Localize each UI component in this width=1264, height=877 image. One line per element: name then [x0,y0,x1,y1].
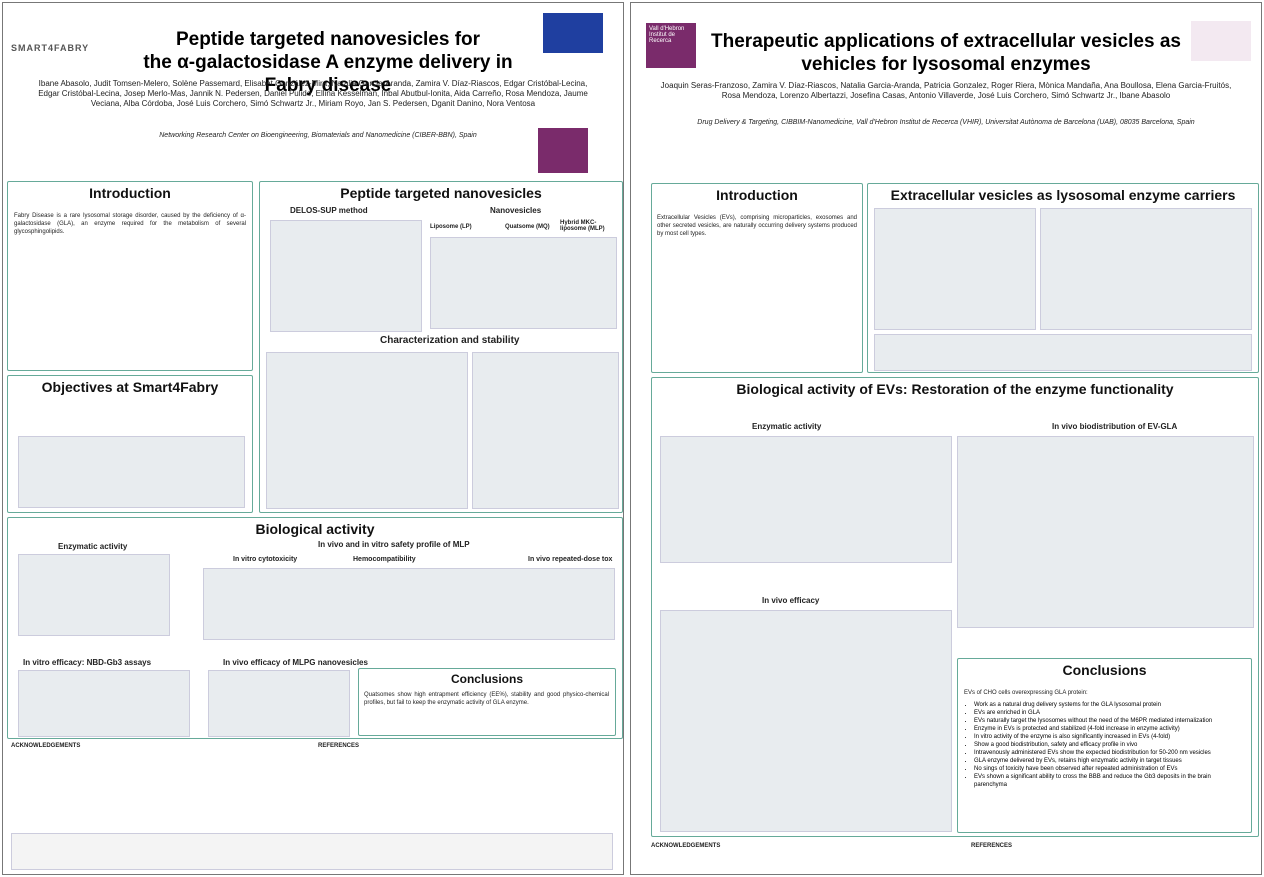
affiliations: Drug Delivery & Targeting, CIBBIM-Nanome… [697,119,1195,126]
subheading: ACKNOWLEDGEMENTS [651,843,721,849]
label: Quatsome (MQ) [505,224,550,230]
figure [874,334,1252,371]
subheading: Enzymatic activity [58,542,128,551]
paragraph: Quatsomes show high entrapment efficienc… [364,692,609,706]
bullet: No sings of toxicity have been observed … [974,765,1244,773]
bullet: EVs naturally target the lysosomes witho… [974,717,1244,725]
subheading: REFERENCES [318,743,360,749]
subheading: In vivo repeated-dose tox [528,556,613,563]
subheading: In vivo and in vitro safety profile of M… [318,540,470,549]
section: Introduction Fabry Disease is a rare lys… [7,181,253,371]
subheading: In vivo biodistribution of EV-GLA [1052,422,1178,431]
subheading: Hemocompatibility [353,556,416,563]
subheading: ACKNOWLEDGEMENTS [11,743,81,749]
heading: Peptide targeted nanovesicles [340,185,542,201]
subheading: In vivo efficacy of MLPG nanovesicles [223,658,368,667]
figure [1040,208,1252,330]
bullet: Enzyme in EVs is protected and stabilize… [974,725,1244,733]
eu-flag [543,13,603,53]
subheading: In vitro efficacy: NBD-Gb3 assays [23,658,152,667]
subheading: In vitro cytotoxicity [233,556,298,563]
figure [472,352,619,509]
vhir-logo [538,128,588,173]
paragraph: Extracellular Vesicles (EVs), comprising… [657,215,857,237]
table-figure [266,352,468,509]
logos [18,436,245,508]
section: Biological activity of EVs: Restoration … [651,377,1259,837]
heading: Objectives at Smart4Fabry [41,379,219,395]
figure [660,610,952,832]
figure [208,670,350,737]
label: Liposome (LP) [430,224,472,230]
heading: Extracellular vesicles as lysosomal enzy… [890,187,1236,203]
authors: Joaquin Seras-Franzoso, Zamira V. Díaz-R… [660,81,1232,100]
figure [18,554,170,636]
conclusions: Conclusions Quatsomes show high entrapme… [358,668,616,736]
bullet: Show a good biodistribution, safety and … [974,741,1244,749]
subheading: REFERENCES [971,843,1013,849]
heading: Conclusions [1062,662,1147,678]
logo-strip [11,833,613,870]
bullet: GLA enzyme delivered by EVs, retains hig… [974,757,1244,765]
subheading: Enzymatic activity [752,422,822,431]
brand: Vall d'Hebron Institut de Recerca [646,23,696,68]
left-poster: SMART4FABRY Peptide targeted nanovesicle… [2,2,624,875]
paragraph: Fabry Disease is a rare lysosomal storag… [14,213,246,235]
bullet: Intravenously administered EVs show the … [974,749,1244,757]
figure [660,436,952,563]
section: Introduction Extracellular Vesicles (EVs… [651,183,863,373]
right-poster: Vall d'Hebron Institut de Recerca Therap… [630,2,1262,875]
paragraph: EVs of CHO cells overexpressing GLA prot… [964,690,1088,696]
bullet: EVs are enriched in GLA [974,709,1244,717]
section: Extracellular vesicles as lysosomal enzy… [867,183,1259,373]
heading: Biological activity [255,521,375,537]
authors: Ibane Abasolo, Judit Tomsen-Melero, Solè… [38,79,588,108]
bullet-list: Work as a natural drug delivery systems … [964,701,1244,789]
affiliations: Networking Research Center on Bioenginee… [159,132,477,139]
figure [874,208,1036,330]
figure [270,220,422,332]
subheading: In vivo efficacy [762,596,820,605]
section: Biological activity Enzymatic activity I… [7,517,623,739]
section: Peptide targeted nanovesicles DELOS-SUP … [259,181,623,513]
figure [203,568,615,640]
bullet: In vitro activity of the enzyme is also … [974,733,1244,741]
heading: Biological activity of EVs: Restoration … [736,381,1174,397]
subheading: DELOS-SUP method [290,206,368,215]
heading: Introduction [89,185,171,201]
title: Therapeutic applications of extracellula… [711,31,1181,75]
section: Objectives at Smart4Fabry [7,375,253,513]
title: Peptide targeted nanovesicles for the α-g… [143,29,513,96]
heading: Introduction [716,187,798,203]
figure [18,670,190,737]
figure [430,237,617,329]
heading: Conclusions [450,672,523,686]
subheading: Nanovesicles [490,206,542,215]
bullet: EVs shown a significant ability to cross… [974,773,1244,789]
fvpr-logo [1191,21,1251,61]
conclusions: Conclusions EVs of CHO cells overexpress… [957,658,1252,833]
label: Hybrid MKC-liposome (MLP) [560,220,605,232]
figure [957,436,1254,628]
brand: SMART4FABRY [11,43,90,53]
bullet: Work as a natural drug delivery systems … [974,701,1244,709]
subheading: Characterization and stability [380,335,520,346]
